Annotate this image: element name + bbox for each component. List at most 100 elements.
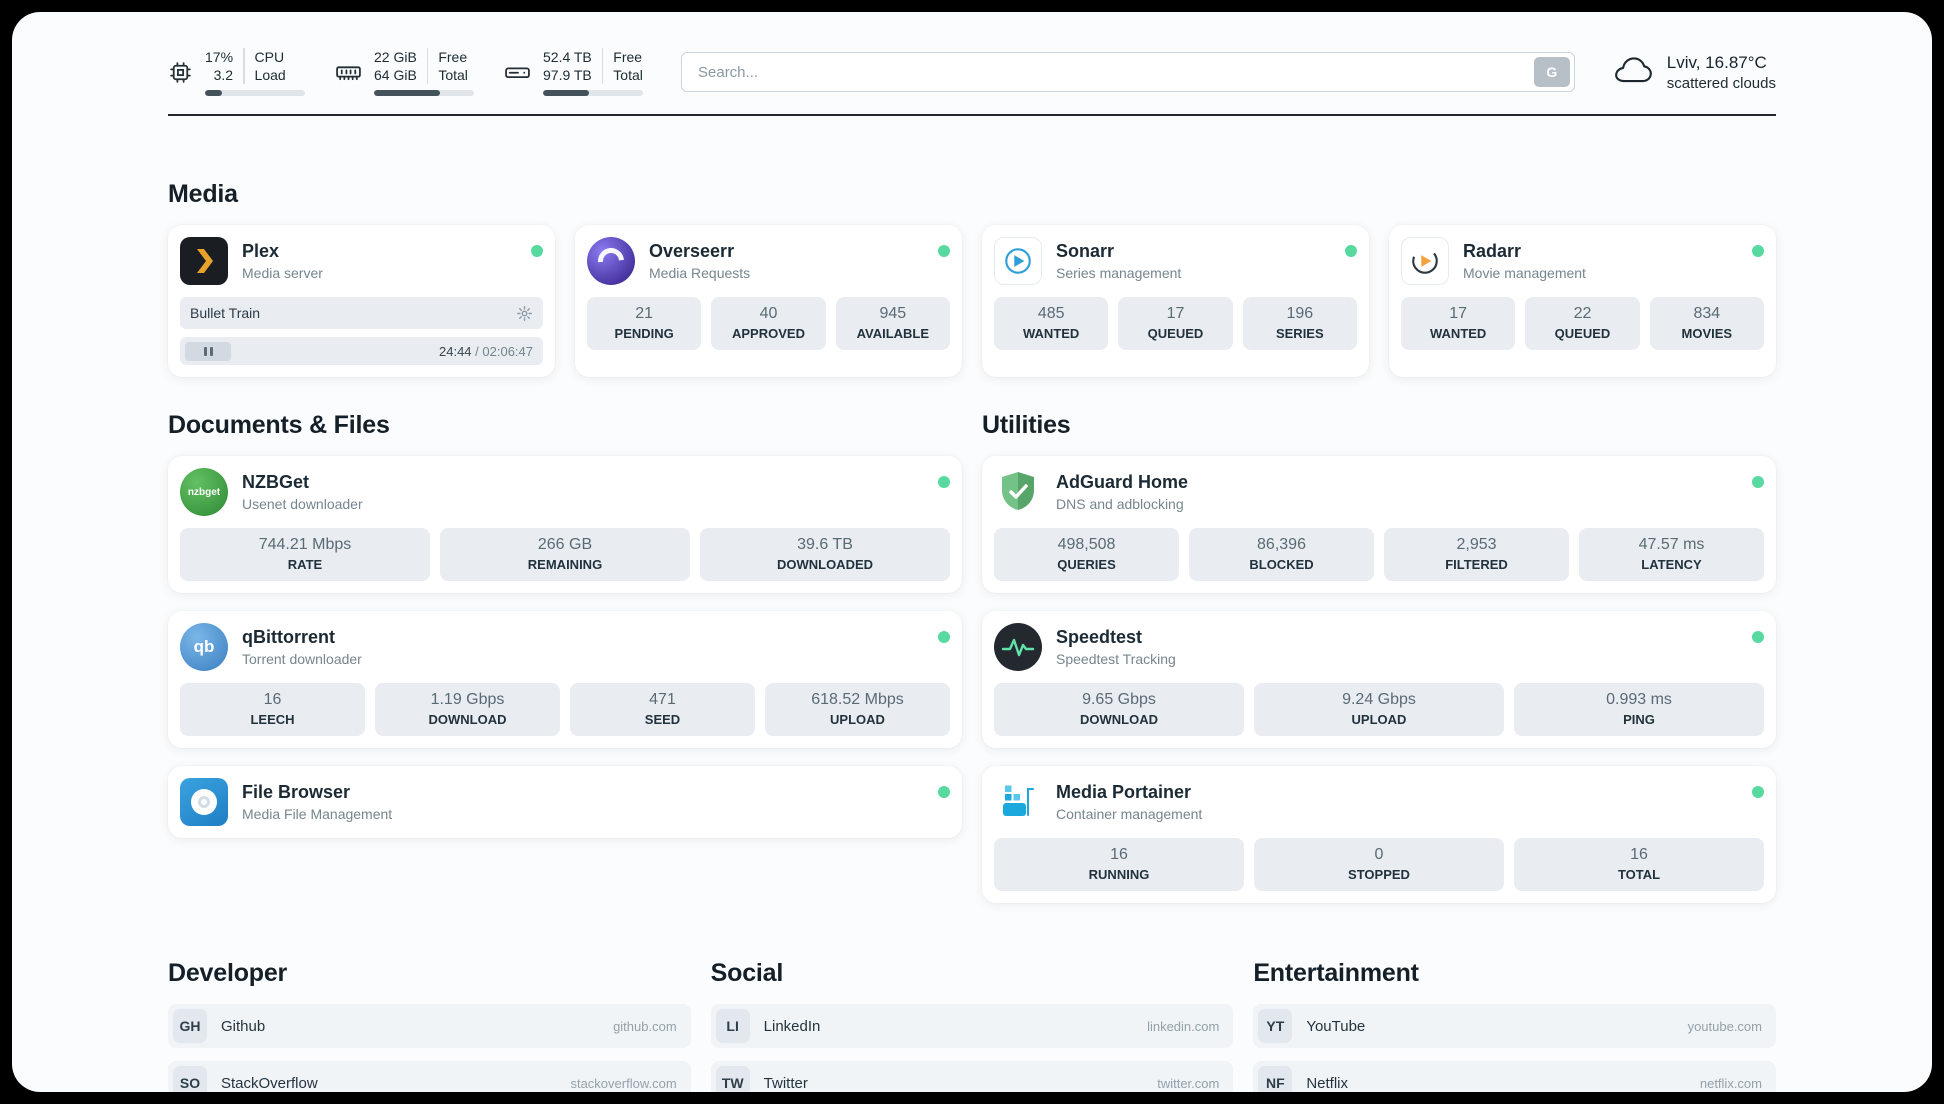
ram-total-label: Total	[438, 67, 468, 84]
stat-tile: 16 RUNNING	[994, 838, 1244, 892]
stat-tile: 9.65 Gbps DOWNLOAD	[994, 683, 1244, 737]
cpu-usage-value: 17%	[205, 49, 234, 65]
section-social: Social LI LinkedIn linkedin.com TW Twitt…	[710, 959, 1234, 1092]
app-subtitle: DNS and adblocking	[1056, 496, 1184, 513]
search-engine-button[interactable]: G	[1533, 57, 1570, 88]
app-card-portainer[interactable]: Media Portainer Container management 16 …	[982, 766, 1776, 904]
app-card-adguard[interactable]: AdGuard Home DNS and adblocking 498,508 …	[982, 456, 1776, 594]
app-subtitle: Media File Management	[242, 806, 393, 823]
app-name: qBittorrent	[242, 627, 335, 648]
bookmark-name: StackOverflow	[221, 1074, 318, 1092]
stat-separator	[426, 48, 429, 85]
app-card-speedtest[interactable]: Speedtest Speedtest Tracking 9.65 Gbps D…	[982, 611, 1776, 749]
status-dot	[1752, 786, 1764, 799]
cpu-progress-bar	[205, 90, 305, 97]
section-title-entertainment: Entertainment	[1253, 959, 1419, 988]
stat-tile: 21 PENDING	[587, 297, 702, 351]
app-subtitle: Media server	[242, 265, 323, 282]
stat-tile: 86,396 BLOCKED	[1189, 528, 1374, 582]
sonarr-icon	[994, 237, 1042, 286]
app-card-radarr[interactable]: Radarr Movie management 17 WANTED 22 QUE…	[1389, 225, 1776, 378]
cpu-load-label: Load	[254, 67, 286, 84]
disk-free-label: Free	[613, 49, 643, 65]
stat-tile: 945 AVAILABLE	[835, 297, 950, 351]
section-utilities: Utilities AdGuard Home DNS and adblockin…	[982, 411, 1776, 904]
gear-icon[interactable]	[516, 305, 533, 322]
cpu-stat: 17% 3.2 CPU Load	[168, 48, 305, 97]
stat-tile: 17 QUEUED	[1118, 297, 1233, 351]
app-subtitle: Media Requests	[649, 265, 751, 282]
stat-tile: 40 APPROVED	[711, 297, 826, 351]
ram-progress-bar	[374, 90, 474, 97]
app-name: Radarr	[1463, 241, 1522, 262]
header-divider	[168, 114, 1776, 117]
topbar: 17% 3.2 CPU Load	[168, 48, 1776, 97]
stat-tile: 485 WANTED	[994, 297, 1109, 351]
section-title-utilities: Utilities	[982, 411, 1071, 440]
bookmark-badge: GH	[173, 1009, 207, 1044]
cloud-icon	[1613, 54, 1655, 91]
stat-tile: 0.993 ms PING	[1514, 683, 1764, 737]
nzbget-icon: nzbget	[180, 468, 228, 517]
bookmark-name: YouTube	[1306, 1017, 1366, 1035]
stat-tile: 47.57 ms LATENCY	[1579, 528, 1764, 582]
stat-tile: 17 WANTED	[1401, 297, 1516, 351]
stat-tile: 16 TOTAL	[1514, 838, 1764, 892]
ram-stat: 22 GiB 64 GiB Free Total	[335, 48, 474, 97]
bookmark-stackoverflow[interactable]: SO StackOverflow stackoverflow.com	[168, 1061, 691, 1092]
disk-total-label: Total	[613, 67, 643, 84]
bookmark-linkedin[interactable]: LI LinkedIn linkedin.com	[710, 1004, 1234, 1049]
app-card-nzbget[interactable]: nzbget NZBGet Usenet downloader 744.21 M…	[168, 456, 962, 594]
dashboard-page: 17% 3.2 CPU Load	[12, 12, 1932, 1092]
radarr-icon	[1401, 237, 1449, 286]
bookmark-badge: NF	[1258, 1066, 1293, 1092]
bookmark-netflix[interactable]: NF Netflix netflix.com	[1253, 1061, 1776, 1092]
section-title-developer: Developer	[168, 959, 288, 988]
status-dot	[938, 631, 950, 644]
stat-separator	[601, 48, 604, 85]
app-card-sonarr[interactable]: Sonarr Series management 485 WANTED 17 Q…	[982, 225, 1369, 378]
bookmark-github[interactable]: GH Github github.com	[168, 1004, 691, 1049]
app-subtitle: Torrent downloader	[242, 651, 362, 668]
bookmark-youtube[interactable]: YT YouTube youtube.com	[1253, 1004, 1776, 1049]
app-card-overseerr[interactable]: Overseerr Media Requests 21 PENDING 40 A…	[575, 225, 962, 378]
disk-progress-bar	[543, 90, 643, 97]
app-name: Plex	[242, 241, 280, 262]
cpu-label: CPU	[254, 49, 285, 65]
search-input[interactable]	[681, 52, 1575, 93]
section-title-social: Social	[710, 959, 784, 988]
app-card-plex[interactable]: Plex Media server Bullet Train 24:44 /	[168, 225, 555, 378]
section-documents: Documents & Files nzbget NZBGet Usenet d…	[168, 411, 962, 839]
bookmark-name: Twitter	[763, 1074, 808, 1092]
ram-total-value: 64 GiB	[374, 67, 417, 84]
stat-tile: 196 SERIES	[1242, 297, 1357, 351]
bookmark-url: youtube.com	[1687, 1018, 1762, 1034]
stat-tile: 618.52 Mbps UPLOAD	[765, 683, 950, 737]
stat-tile: 471 SEED	[570, 683, 755, 737]
qbittorrent-icon: qb	[180, 623, 228, 672]
stat-tile: 9.24 Gbps UPLOAD	[1254, 683, 1504, 737]
section-developer: Developer GH Github github.com SO StackO…	[168, 959, 691, 1092]
disk-stat: 52.4 TB 97.9 TB Free Total	[504, 48, 643, 97]
now-playing-title: Bullet Train	[190, 305, 261, 322]
speedtest-icon	[994, 623, 1042, 672]
section-media: Media Plex Media server	[168, 180, 1776, 378]
pause-button[interactable]	[185, 341, 231, 361]
stat-tile: 16 LEECH	[180, 683, 365, 737]
app-name: AdGuard Home	[1056, 472, 1189, 493]
app-name: Media Portainer	[1056, 782, 1192, 803]
status-dot	[1752, 245, 1764, 258]
bookmark-twitter[interactable]: TW Twitter twitter.com	[710, 1061, 1234, 1092]
cpu-load-value: 3.2	[213, 67, 234, 84]
bookmark-badge: SO	[173, 1066, 207, 1092]
search-bar: G	[681, 52, 1575, 93]
disk-icon	[504, 60, 531, 85]
app-card-filebrowser[interactable]: File Browser Media File Management	[168, 766, 962, 839]
stat-tile: 1.19 Gbps DOWNLOAD	[375, 683, 560, 737]
weather-widget[interactable]: Lviv, 16.87°C scattered clouds	[1613, 53, 1776, 92]
bookmark-url: stackoverflow.com	[570, 1075, 677, 1091]
app-card-qbittorrent[interactable]: qb qBittorrent Torrent downloader 16 LEE…	[168, 611, 962, 749]
bookmark-badge: YT	[1258, 1009, 1293, 1044]
status-dot	[1345, 245, 1357, 258]
bookmark-badge: TW	[715, 1066, 750, 1092]
